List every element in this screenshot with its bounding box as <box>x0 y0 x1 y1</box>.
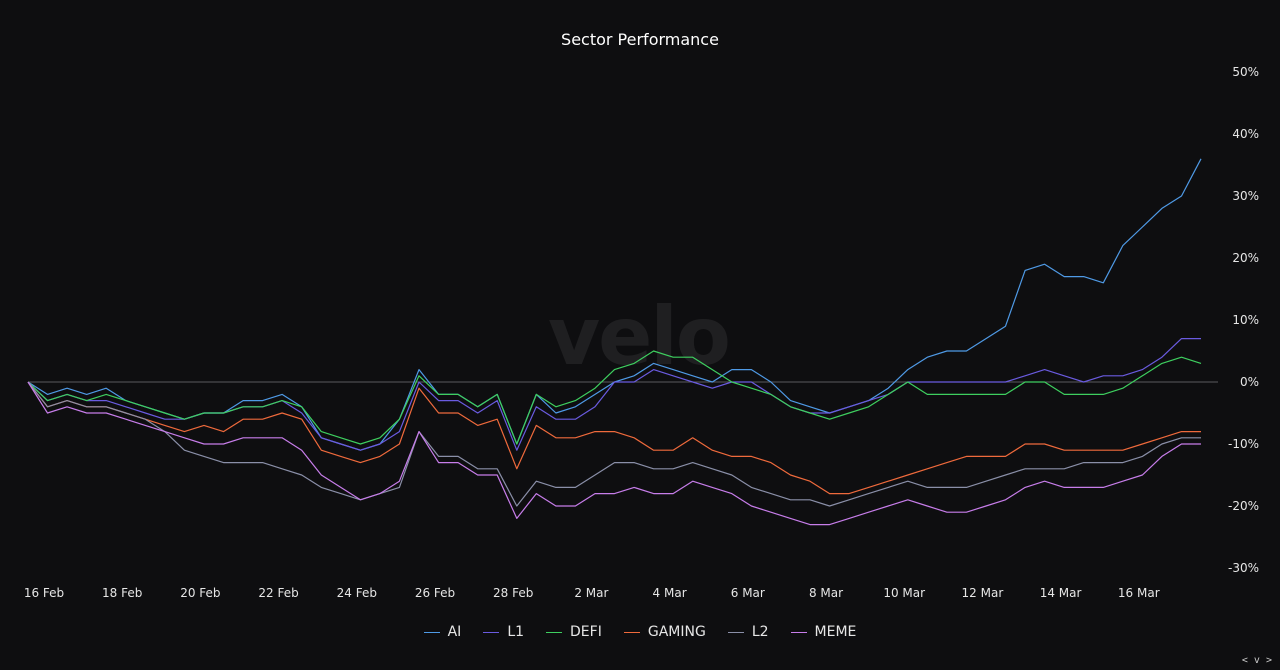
watermark-logo: velo <box>548 290 731 383</box>
x-tick-label: 24 Feb <box>337 586 377 600</box>
x-tick-label: 14 Mar <box>1040 586 1082 600</box>
series-group <box>27 158 1202 526</box>
x-tick-label: 12 Mar <box>962 586 1004 600</box>
series-line-l2[interactable] <box>27 381 1201 507</box>
x-tick-label: 6 Mar <box>731 586 765 600</box>
y-axis: 50% 40% 30% 20% 10% 0% -10% -20% -30% <box>1228 65 1259 575</box>
x-tick-label: 28 Feb <box>493 586 533 600</box>
legend: AI L1 DEFI GAMING L2 MEME <box>0 624 1280 640</box>
series-line-ai[interactable] <box>27 158 1202 451</box>
legend-label: L1 <box>507 624 525 640</box>
x-tick-label: 16 Mar <box>1118 586 1160 600</box>
x-tick-label: 18 Feb <box>102 586 142 600</box>
nav-arrows[interactable]: < v > <box>1241 655 1272 666</box>
legend-swatch <box>483 631 500 633</box>
legend-item-gaming[interactable]: GAMING <box>623 624 706 640</box>
legend-swatch <box>790 631 807 633</box>
legend-swatch <box>623 631 640 633</box>
y-tick-label: 0% <box>1240 375 1259 389</box>
legend-swatch <box>546 631 563 633</box>
series-line-meme[interactable] <box>27 381 1201 526</box>
x-tick-label: 26 Feb <box>415 586 455 600</box>
legend-item-defi[interactable]: DEFI <box>546 624 602 640</box>
x-tick-label: 2 Mar <box>574 586 608 600</box>
x-tick-label: 20 Feb <box>180 586 220 600</box>
x-tick-label: 22 Feb <box>258 586 298 600</box>
legend-item-meme[interactable]: MEME <box>790 624 857 640</box>
y-tick-label: 40% <box>1232 127 1259 141</box>
x-tick-label: 8 Mar <box>809 586 843 600</box>
y-tick-label: 50% <box>1232 65 1259 79</box>
series-line-defi[interactable] <box>27 350 1202 445</box>
y-tick-label: 20% <box>1232 251 1259 265</box>
legend-item-ai[interactable]: AI <box>423 624 462 640</box>
legend-label: DEFI <box>570 624 602 640</box>
legend-item-l2[interactable]: L2 <box>727 624 769 640</box>
legend-label: GAMING <box>647 624 706 640</box>
y-tick-label: -10% <box>1228 437 1259 451</box>
x-tick-label: 10 Mar <box>883 586 925 600</box>
series-line-l1[interactable] <box>27 338 1201 451</box>
x-axis: 16 Feb 18 Feb 20 Feb 22 Feb 24 Feb 26 Feb 28 F… <box>24 586 1160 600</box>
x-tick-label: 16 Feb <box>24 586 64 600</box>
chart-title: Sector Performance <box>561 30 719 49</box>
y-tick-label: 30% <box>1232 189 1259 203</box>
y-tick-label: -20% <box>1228 499 1259 513</box>
legend-label: L2 <box>751 624 769 640</box>
y-tick-label: -30% <box>1228 561 1259 575</box>
legend-item-l1[interactable]: L1 <box>483 624 524 640</box>
legend-swatch <box>423 631 440 633</box>
legend-label: AI <box>447 624 462 640</box>
series-line-gaming[interactable] <box>27 381 1201 495</box>
legend-swatch <box>727 631 744 633</box>
legend-label: MEME <box>814 624 857 640</box>
y-tick-label: 10% <box>1232 313 1259 327</box>
x-tick-label: 4 Mar <box>653 586 687 600</box>
